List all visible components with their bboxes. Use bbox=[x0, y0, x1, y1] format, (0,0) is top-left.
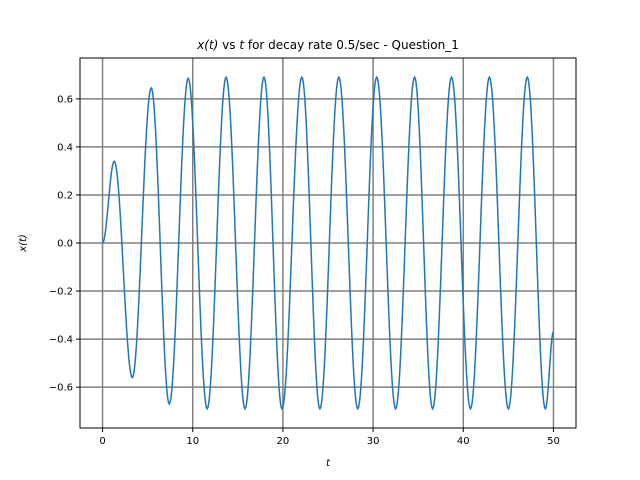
x-tick-label: 30 bbox=[367, 436, 380, 447]
x-tick-label: 10 bbox=[186, 436, 199, 447]
chart-title: x(t) vs t for decay rate 0.5/sec - Quest… bbox=[196, 38, 459, 52]
y-tick-label: 0.6 bbox=[57, 94, 73, 105]
y-tick-label: 0.2 bbox=[57, 190, 73, 201]
series-line bbox=[102, 75, 554, 411]
x-tick-label: 0 bbox=[99, 436, 105, 447]
grid bbox=[80, 58, 576, 428]
y-tick-label: −0.6 bbox=[49, 383, 73, 394]
y-tick-label: 0.4 bbox=[57, 142, 73, 153]
x-tick-label: 50 bbox=[547, 436, 560, 447]
x-tick-label: 40 bbox=[457, 436, 470, 447]
y-tick-label: 0.0 bbox=[57, 239, 73, 250]
x-tick-label: 20 bbox=[277, 436, 290, 447]
x-axis-label: t bbox=[326, 458, 331, 469]
y-axis-label: x(t) bbox=[18, 234, 29, 253]
y-tick-label: −0.4 bbox=[49, 335, 73, 346]
series-layer bbox=[102, 75, 554, 411]
ticks: 0 10 20 30 40 50 −0.6 −0.4 −0.2 0.0 0.2 0.4 0.6 bbox=[49, 94, 560, 447]
y-tick-label: −0.2 bbox=[49, 287, 73, 298]
